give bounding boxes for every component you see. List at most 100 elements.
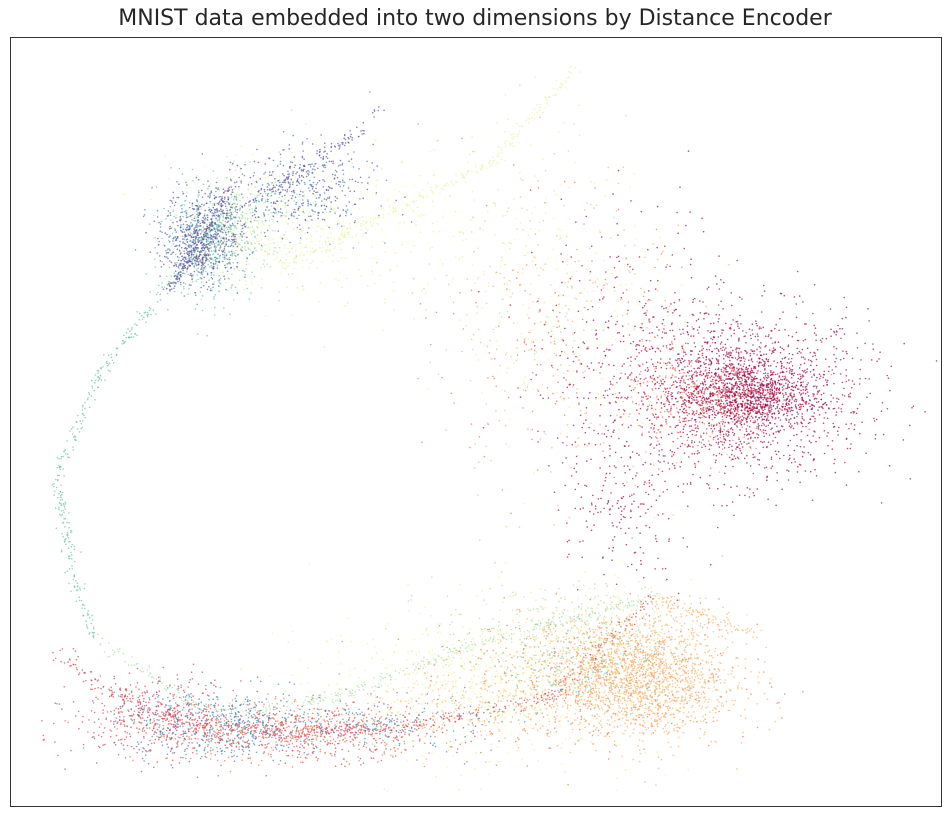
data-point xyxy=(674,292,676,294)
data-point xyxy=(645,512,647,514)
data-point xyxy=(157,704,159,707)
data-point xyxy=(776,472,778,474)
data-point xyxy=(809,470,812,473)
data-point xyxy=(688,419,690,422)
data-point xyxy=(153,725,155,727)
data-point xyxy=(434,735,436,738)
data-point xyxy=(698,367,701,370)
data-point xyxy=(648,526,651,529)
data-point xyxy=(687,444,690,446)
data-point xyxy=(708,405,711,408)
data-point xyxy=(204,720,207,722)
data-point xyxy=(740,371,742,373)
data-point xyxy=(82,680,85,683)
data-point xyxy=(712,504,715,507)
data-point xyxy=(855,412,858,415)
data-point xyxy=(803,362,806,365)
data-point xyxy=(680,333,682,336)
data-point xyxy=(457,715,459,717)
data-point xyxy=(756,324,758,327)
data-point xyxy=(709,359,711,362)
data-point xyxy=(693,410,695,413)
data-point xyxy=(678,364,680,366)
data-point xyxy=(129,684,132,686)
data-point xyxy=(228,729,231,731)
data-point xyxy=(841,317,844,320)
data-point xyxy=(726,378,728,380)
data-point xyxy=(832,408,835,410)
data-point xyxy=(781,357,784,360)
data-point xyxy=(648,615,651,617)
data-point xyxy=(718,392,720,394)
data-point xyxy=(778,379,780,382)
data-point xyxy=(344,740,346,743)
data-point xyxy=(812,385,815,388)
data-point xyxy=(340,763,343,765)
data-point xyxy=(815,401,818,404)
data-point xyxy=(725,405,727,408)
data-point xyxy=(758,396,760,399)
data-point xyxy=(741,446,744,448)
data-point xyxy=(731,501,734,503)
data-point xyxy=(766,476,768,478)
data-point xyxy=(734,357,737,359)
data-point xyxy=(648,332,651,335)
data-point xyxy=(726,411,728,414)
data-point xyxy=(633,378,636,381)
data-point xyxy=(646,370,649,373)
data-point xyxy=(363,722,366,725)
data-point xyxy=(744,371,747,373)
data-point xyxy=(843,387,845,390)
data-point xyxy=(299,746,301,748)
data-point xyxy=(791,353,794,356)
data-point xyxy=(744,349,746,352)
data-point xyxy=(828,365,830,368)
data-point xyxy=(141,717,144,719)
data-point xyxy=(752,453,754,456)
data-point xyxy=(849,396,851,398)
data-point xyxy=(627,377,629,380)
data-point xyxy=(669,348,671,350)
data-point xyxy=(718,452,721,455)
data-point xyxy=(793,449,796,452)
data-point xyxy=(302,761,304,763)
data-point xyxy=(443,715,446,717)
data-point xyxy=(146,691,148,694)
data-point xyxy=(365,716,368,719)
data-point xyxy=(778,388,780,391)
data-point xyxy=(738,494,741,497)
data-point xyxy=(337,710,340,712)
data-point xyxy=(247,757,249,759)
data-point xyxy=(407,723,410,725)
data-point xyxy=(645,339,648,342)
data-point xyxy=(678,369,681,372)
data-point xyxy=(597,432,600,435)
data-point xyxy=(222,732,224,734)
data-point xyxy=(665,266,667,268)
data-point xyxy=(775,401,778,404)
data-point xyxy=(641,434,643,436)
data-point xyxy=(659,384,662,387)
data-point xyxy=(749,334,752,337)
data-point xyxy=(400,731,403,734)
data-point xyxy=(652,347,654,349)
data-point xyxy=(853,383,855,386)
data-point xyxy=(218,729,220,732)
data-point xyxy=(394,750,397,752)
data-point xyxy=(304,738,307,741)
data-point xyxy=(677,447,679,450)
data-point xyxy=(858,470,860,473)
data-point xyxy=(705,410,708,412)
data-point xyxy=(692,328,694,330)
data-point xyxy=(812,393,814,395)
data-point xyxy=(837,398,840,401)
data-point xyxy=(639,378,642,380)
data-point xyxy=(489,715,492,718)
data-point xyxy=(633,379,635,382)
data-point xyxy=(825,379,827,381)
data-point xyxy=(561,350,563,353)
data-point xyxy=(739,296,741,299)
data-point xyxy=(798,295,801,297)
data-point xyxy=(640,400,643,402)
data-point xyxy=(685,386,688,388)
